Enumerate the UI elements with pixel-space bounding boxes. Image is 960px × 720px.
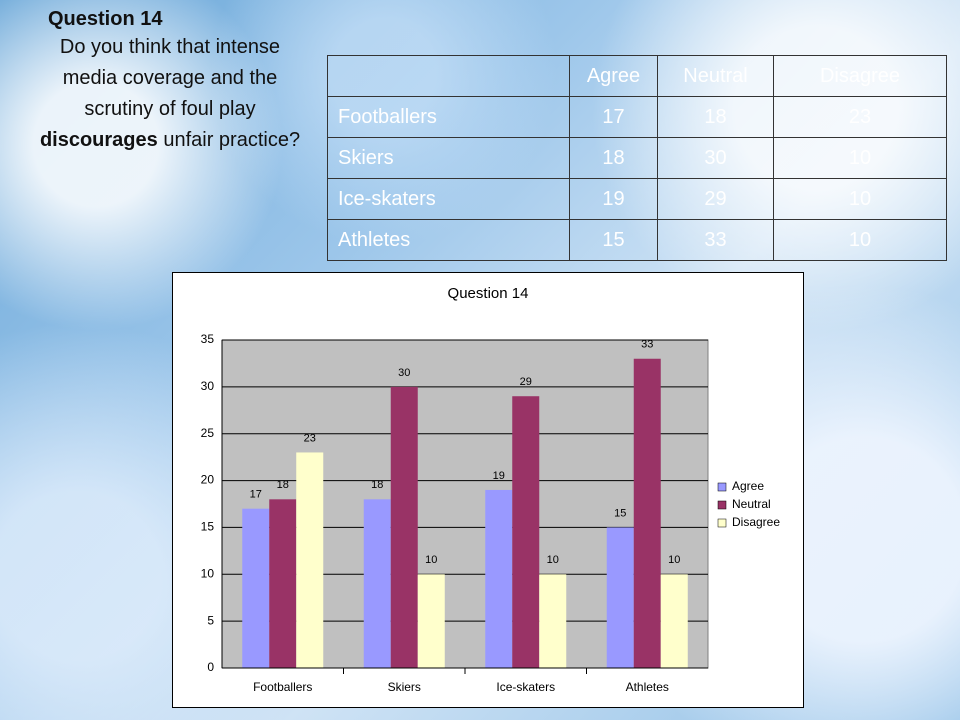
bar [606, 527, 634, 668]
data-label: 30 [398, 367, 410, 379]
y-tick-label: 20 [201, 473, 215, 487]
data-label: 15 [614, 507, 626, 519]
corner-cell [327, 55, 570, 97]
x-tick-label: Ice-skaters [496, 680, 555, 694]
table-cell: 19 [569, 178, 658, 220]
row-label: Footballers [327, 96, 570, 138]
table-cell: 18 [569, 137, 658, 179]
table-cell: 15 [569, 219, 658, 261]
bar [512, 396, 540, 668]
data-label: 10 [547, 554, 559, 566]
y-tick-label: 35 [201, 332, 215, 346]
column-header: Neutral [657, 55, 774, 97]
table-cell: 10 [773, 219, 947, 261]
question: Question 14 Do you think that intense me… [30, 6, 310, 156]
bar [242, 508, 270, 668]
data-label: 23 [304, 432, 316, 444]
data-label: 17 [250, 489, 262, 501]
legend-swatch [717, 482, 727, 492]
table-cell: 10 [773, 178, 947, 220]
table-cell: 23 [773, 96, 947, 138]
bar [633, 358, 661, 668]
column-header: Agree [569, 55, 658, 97]
bar [485, 489, 513, 668]
data-label: 10 [668, 554, 680, 566]
row-label: Skiers [327, 137, 570, 179]
table-cell: 17 [569, 96, 658, 138]
bar [296, 452, 324, 668]
table-cell: 30 [657, 137, 774, 179]
column-header: Disagree [773, 55, 947, 97]
table-cell: 18 [657, 96, 774, 138]
table-cell: 33 [657, 219, 774, 261]
legend-swatch [717, 500, 727, 510]
question-text-part: unfair practice? [157, 129, 301, 151]
y-tick-label: 5 [207, 613, 214, 627]
chart-title: Question 14 [448, 285, 529, 302]
bar [363, 499, 391, 668]
question-text: Do you think that intense media coverage… [30, 32, 310, 156]
data-label: 33 [641, 339, 653, 351]
legend-label: Disagree [732, 515, 780, 529]
legend-swatch [717, 518, 727, 528]
bar [539, 574, 567, 668]
y-tick-label: 15 [201, 520, 215, 534]
header-row: Agree Neutral Disagree [327, 55, 947, 97]
data-label: 10 [425, 554, 437, 566]
table-cell: 10 [773, 137, 947, 179]
chart: Question 14 0 5 10 15 20 25 30 35 Footballers 17 1… [172, 272, 804, 708]
table-row: Athletes 15 33 10 [327, 219, 947, 261]
legend-label: Neutral [732, 497, 771, 511]
data-label: 19 [493, 470, 505, 482]
row-label: Ice-skaters [327, 178, 570, 220]
question-title: Question 14 [48, 8, 163, 30]
x-tick-label: Skiers [388, 680, 421, 694]
table-cell: 29 [657, 178, 774, 220]
data-label: 18 [371, 479, 383, 491]
x-tick-label: Athletes [626, 680, 669, 694]
table-row: Skiers 18 30 10 [327, 137, 947, 179]
row-label: Athletes [327, 219, 570, 261]
bar [269, 499, 297, 668]
results-table: Agree Neutral Disagree Footballers 17 18 23 Ski… [327, 55, 947, 261]
data-label: 29 [520, 376, 532, 388]
x-tick-label: Footballers [253, 680, 312, 694]
y-tick-label: 0 [207, 660, 214, 674]
y-tick-label: 30 [201, 379, 215, 393]
bar [390, 386, 418, 668]
question-text-bold: discourages [39, 129, 158, 151]
bar [660, 574, 688, 668]
y-tick-label: 10 [201, 566, 215, 580]
bar [417, 574, 445, 668]
legend-label: Agree [732, 479, 764, 493]
table-row: Ice-skaters 19 29 10 [327, 178, 947, 220]
data-label: 18 [277, 479, 289, 491]
question-text-part: Do you think that intense media coverage… [59, 36, 281, 120]
y-tick-label: 25 [201, 426, 215, 440]
table-row: Footballers 17 18 23 [327, 96, 947, 138]
